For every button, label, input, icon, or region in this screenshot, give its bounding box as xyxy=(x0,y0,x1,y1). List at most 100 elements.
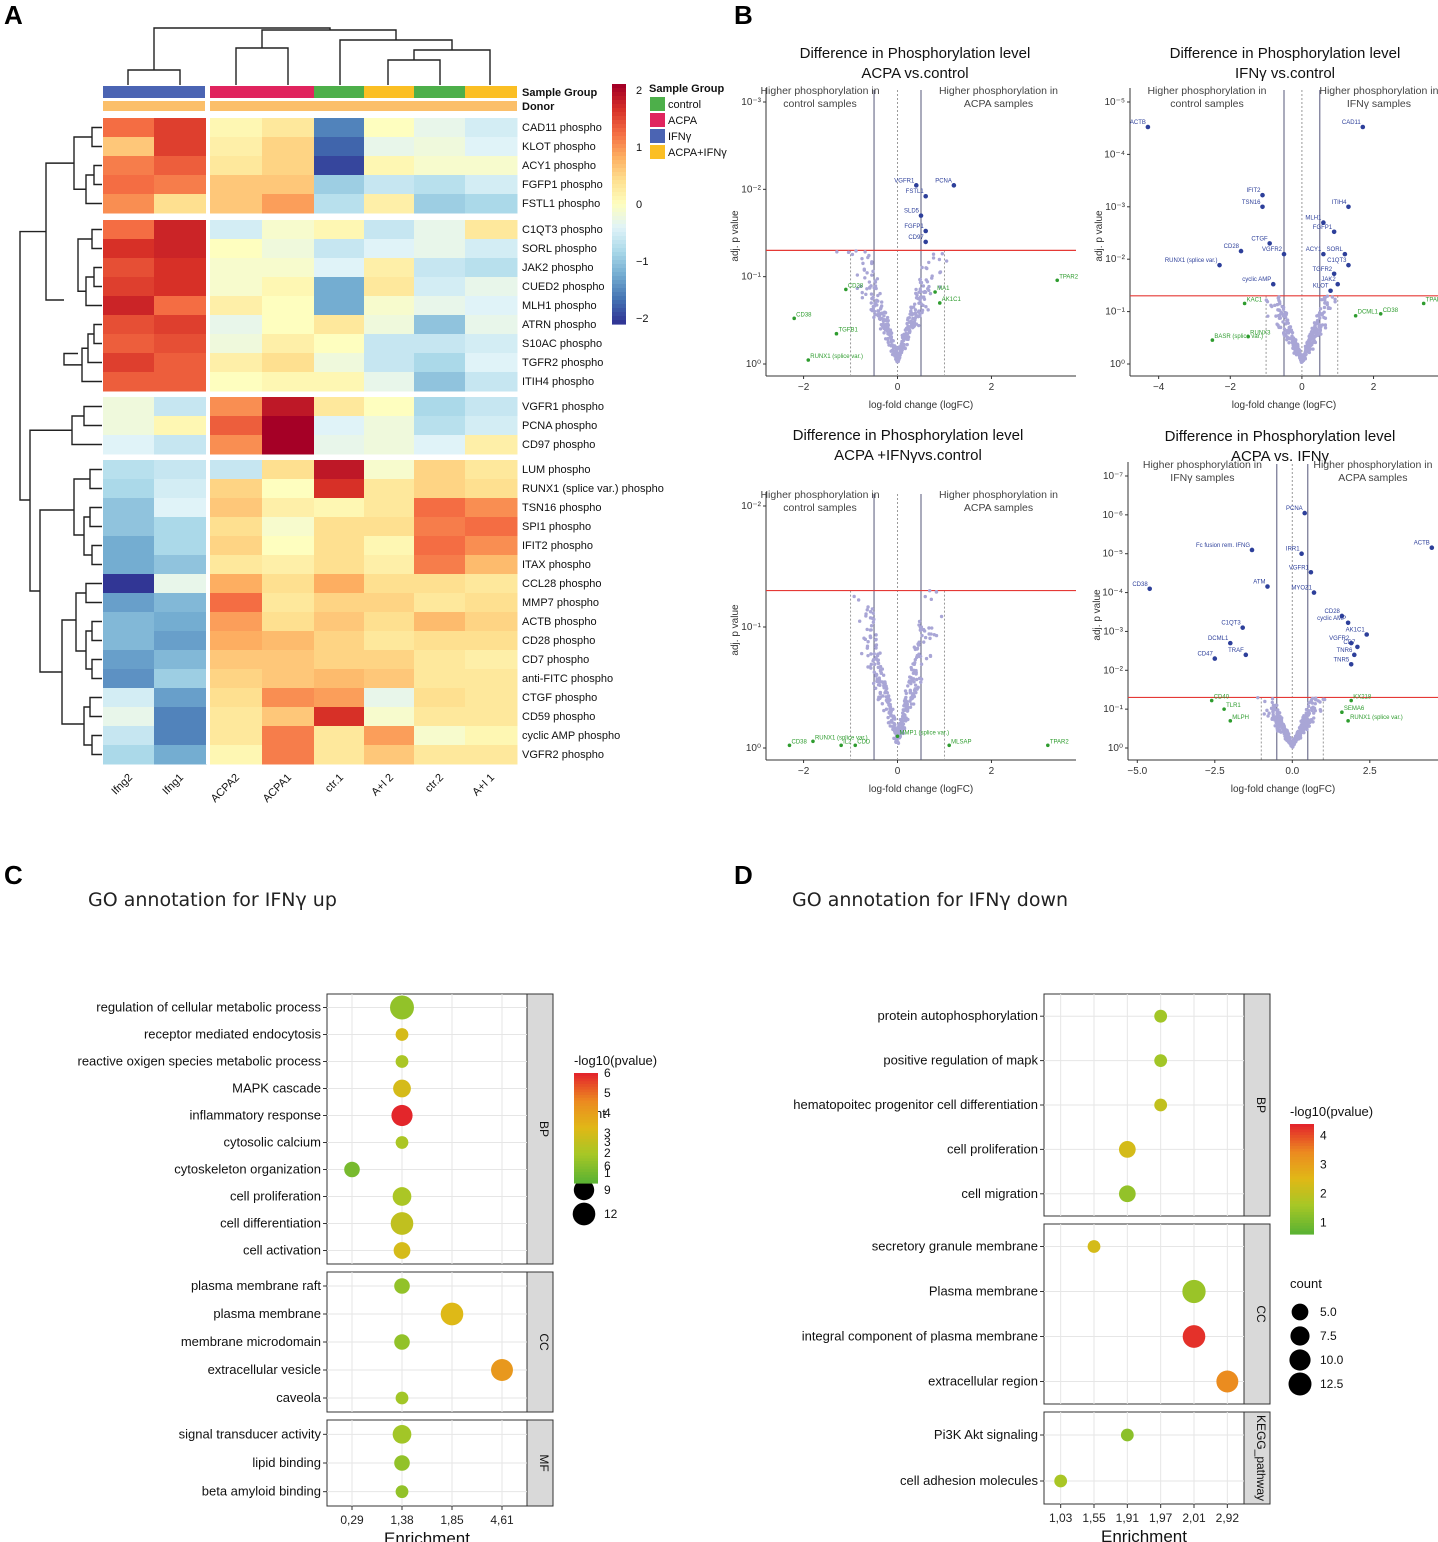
volcano-plot: Difference in Phosphorylation level IFNγ … xyxy=(1094,45,1438,411)
color-legend-step xyxy=(1290,1165,1314,1169)
volcano-point xyxy=(888,328,893,332)
color-legend-step xyxy=(574,1147,598,1151)
legend-color-step xyxy=(612,268,626,273)
volcano-point-label: RUNX1 (splice var.) xyxy=(1165,258,1218,264)
heatmap-cell xyxy=(414,688,467,708)
volcano-point-significant xyxy=(1335,281,1341,287)
volcano-point xyxy=(915,677,919,682)
row-dendrogram-link xyxy=(73,478,90,536)
volcano-point xyxy=(921,284,926,288)
volcano-point-significant xyxy=(923,228,928,234)
heatmap-cell xyxy=(314,726,367,746)
legend-color-step xyxy=(612,152,626,157)
volcano-point xyxy=(862,267,866,271)
column-label: ctr.2 xyxy=(423,772,446,795)
volcano-point xyxy=(912,693,916,698)
volcano-point xyxy=(922,290,926,294)
volcano-point xyxy=(868,610,873,614)
volcano-point xyxy=(866,605,870,609)
volcano-point-labeled xyxy=(1210,338,1215,342)
volcano-point-significant xyxy=(1360,124,1366,130)
heatmap-cell xyxy=(154,353,207,373)
heatmap-cell xyxy=(210,555,263,575)
volcano-point-label: CDD xyxy=(857,739,871,745)
heatmap-cell xyxy=(465,334,518,354)
heatmap-cell xyxy=(103,220,156,240)
heatmap-cell xyxy=(210,631,263,651)
volcano-point xyxy=(908,312,912,316)
volcano-point-label: Fc fusion rem. IFNG xyxy=(1196,543,1250,549)
legend-tick: 2 xyxy=(636,85,642,97)
volcano-point xyxy=(1279,311,1284,315)
y-axis-title: adj. p value xyxy=(730,210,741,262)
go-term-label: Pi3K Akt signaling xyxy=(934,1427,1038,1442)
volcano-point xyxy=(909,305,913,309)
volcano-point xyxy=(901,342,906,347)
heatmap-cell xyxy=(210,334,263,354)
volcano-point xyxy=(1306,713,1311,717)
volcano-point-label: BASR (splice var.) xyxy=(1214,334,1263,340)
volcano-point xyxy=(924,305,928,309)
volcano-point-label: SEMA6 xyxy=(1344,706,1365,712)
volcano-point xyxy=(914,672,918,676)
volcano-point xyxy=(1300,721,1304,725)
heatmap-cell xyxy=(154,372,207,392)
volcano-point-significant xyxy=(1339,613,1345,619)
volcano-point xyxy=(920,265,924,270)
color-legend-label: 4 xyxy=(604,1106,611,1120)
region-note: control samples xyxy=(783,502,857,514)
color-legend-step xyxy=(1290,1148,1314,1153)
region-note: Higher phosphorylation in xyxy=(1143,459,1262,471)
x-axis-title: log-fold change (logFC) xyxy=(869,400,974,411)
heatmap-cell xyxy=(210,435,263,455)
volcano-point-significant xyxy=(1308,569,1314,575)
volcano-point-labeled xyxy=(947,743,951,748)
go-title: GO annotation for IFNγ down xyxy=(792,889,1068,911)
volcano-title: Difference in Phosphorylation level xyxy=(1165,428,1396,445)
volcano-point xyxy=(924,278,928,282)
legend-color-step xyxy=(612,240,626,245)
x-tick-label: −2 xyxy=(798,766,810,777)
volcano-point xyxy=(865,627,869,632)
heatmap-cell xyxy=(414,175,467,195)
column-label: ctr.1 xyxy=(323,772,346,795)
heatmap-cell xyxy=(364,612,417,632)
volcano-point xyxy=(872,315,876,320)
volcano-point xyxy=(1275,708,1279,713)
heatmap-cell xyxy=(103,631,156,651)
heatmap-cell xyxy=(465,688,518,708)
volcano-point xyxy=(865,646,870,650)
volcano-point xyxy=(882,314,886,318)
volcano-point-labeled xyxy=(1222,707,1226,711)
heatmap-cell xyxy=(103,555,156,575)
legend-color-step xyxy=(612,104,626,109)
heatmap-cell xyxy=(465,175,518,195)
legend-color-step xyxy=(612,112,626,117)
heatmap-cell xyxy=(414,631,467,651)
volcano-point xyxy=(1309,337,1314,341)
heatmap-cell xyxy=(314,435,367,455)
volcano-point xyxy=(1281,307,1286,311)
color-legend-step xyxy=(1290,1151,1314,1155)
go-dot xyxy=(344,1161,360,1178)
facet-strip xyxy=(1243,993,1271,1217)
volcano-point-label: KAC1 xyxy=(1247,297,1263,303)
heatmap-cell xyxy=(103,745,156,765)
go-dot xyxy=(1154,1009,1168,1023)
volcano-point xyxy=(906,318,910,322)
heatmap-cell xyxy=(314,334,367,354)
color-legend-step xyxy=(1290,1217,1314,1221)
heatmap-cell xyxy=(103,296,156,316)
volcano-point-labeled xyxy=(1340,710,1344,715)
volcano-point xyxy=(860,296,865,300)
volcano-point xyxy=(1304,348,1308,352)
color-legend-step xyxy=(574,1128,598,1132)
heatmap-cell xyxy=(210,688,263,708)
volcano-point-significant xyxy=(1238,248,1244,254)
volcano-point-significant xyxy=(1265,584,1270,589)
volcano-point xyxy=(882,708,886,713)
y-tick-label: 10⁻⁴ xyxy=(1104,149,1125,160)
region-note: Higher phosphorylation in xyxy=(939,85,1058,97)
volcano-point-label: CD28 xyxy=(1325,609,1341,615)
